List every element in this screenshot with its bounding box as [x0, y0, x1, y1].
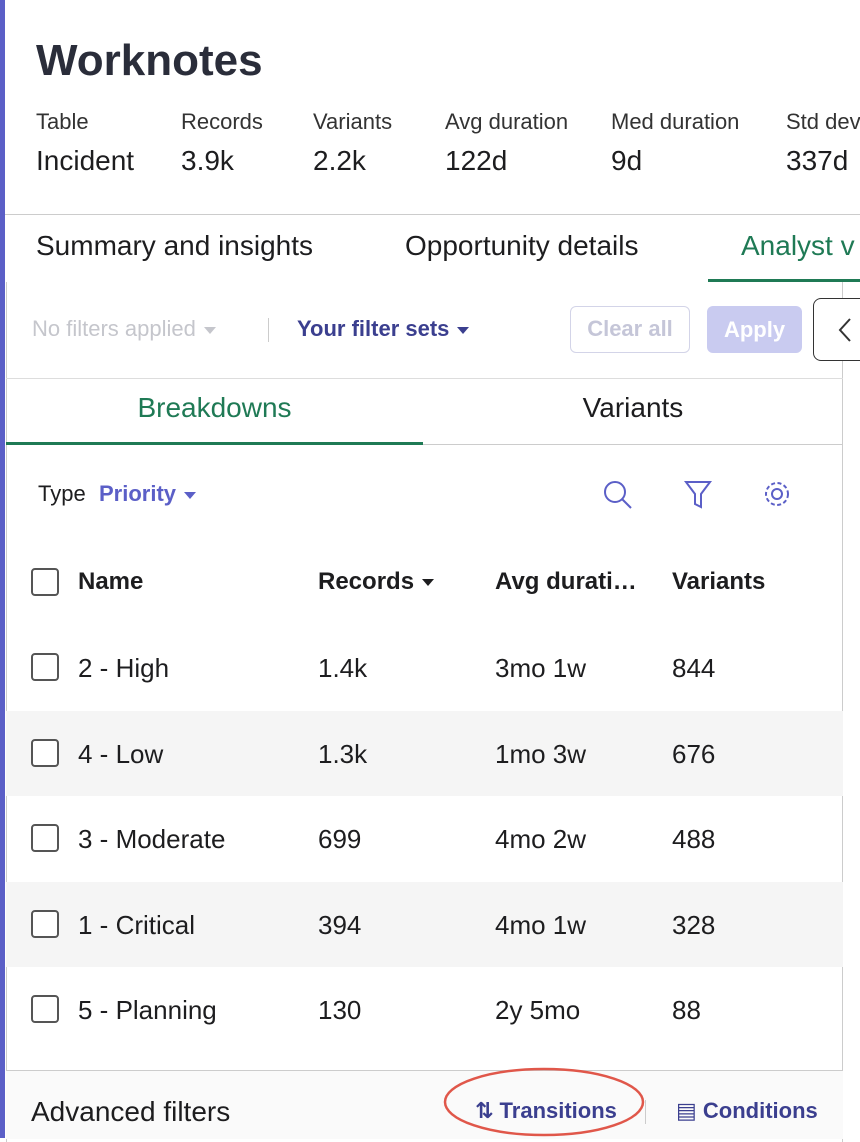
- checkbox[interactable]: [31, 653, 59, 681]
- side-accent: [0, 0, 5, 1138]
- stat-value: 122d: [445, 145, 508, 176]
- stat-value: 337d: [786, 145, 849, 176]
- tab[interactable]: Analyst v: [741, 230, 855, 261]
- checkbox[interactable]: [31, 738, 59, 767]
- highlight-ellipse: [443, 1067, 645, 1137]
- cell: 4mo 1w: [495, 909, 587, 940]
- search-icon[interactable]: [604, 481, 632, 509]
- conditions-button[interactable]: ▤ Conditions: [676, 1098, 818, 1123]
- cell: 844: [672, 653, 716, 683]
- checkbox[interactable]: [31, 909, 59, 938]
- filter-sets[interactable]: Your filter sets: [297, 316, 470, 342]
- checkbox[interactable]: [31, 824, 59, 852]
- row-stripe: [6, 881, 843, 967]
- stat-value: 9d: [611, 145, 643, 176]
- cell: 88: [672, 995, 701, 1025]
- subtab-breakdowns[interactable]: Breakdowns: [137, 392, 292, 423]
- cell: 4 - Low: [78, 738, 164, 769]
- stat-value: 3.9k: [181, 145, 234, 176]
- cell: 3mo 1w: [495, 653, 587, 683]
- stat-label: Avg duration: [445, 109, 569, 134]
- footer: [6, 1070, 843, 1139]
- cell: 328: [672, 909, 716, 940]
- column-header[interactable]: Records: [318, 568, 435, 596]
- cell: 3 - Moderate: [78, 824, 226, 854]
- conditions-text: Conditions: [702, 1098, 818, 1123]
- cell: 130: [318, 995, 362, 1025]
- type-label: Type: [38, 481, 86, 506]
- filter-divider: [6, 378, 843, 379]
- no-filters[interactable]: No filters applied: [32, 316, 216, 342]
- transitions-button[interactable]: ⇅ Transitions: [475, 1098, 617, 1123]
- column-header[interactable]: Avg durati…: [495, 568, 637, 595]
- subtab-underline: [6, 442, 423, 445]
- filter-icon[interactable]: [684, 481, 712, 509]
- column-header[interactable]: Name: [78, 568, 144, 595]
- cell: 676: [672, 738, 716, 769]
- divider: [5, 214, 860, 215]
- column-header[interactable]: Variants: [672, 568, 766, 595]
- toolbar-icons: [604, 481, 789, 509]
- stat-label: Med duration: [611, 109, 740, 134]
- cell: 1.4k: [318, 653, 368, 683]
- cell: 1mo 3w: [495, 738, 587, 769]
- transitions-text: Transitions: [499, 1098, 617, 1123]
- apply-button[interactable]: Apply: [707, 306, 802, 353]
- tab[interactable]: Summary and insights: [36, 230, 314, 261]
- settings-icon[interactable]: [765, 482, 789, 506]
- sort-icon: [422, 579, 435, 587]
- separator: [268, 318, 269, 342]
- footer-title: Advanced filters: [31, 1096, 231, 1127]
- cell: 1.3k: [318, 738, 368, 769]
- stat-label: Variants: [313, 109, 393, 134]
- type-value: Priority: [99, 481, 177, 506]
- cell: 488: [672, 824, 716, 854]
- separator: [645, 1100, 646, 1124]
- stat-label: Records: [181, 109, 263, 134]
- filter-sets-text: Your filter sets: [297, 316, 450, 341]
- stat-value: Incident: [36, 145, 135, 176]
- no-filters-text: No filters applied: [32, 316, 196, 341]
- checkbox[interactable]: [31, 568, 59, 596]
- clear-all-button[interactable]: Clear all: [570, 306, 690, 353]
- checkbox[interactable]: [31, 995, 59, 1023]
- subtab-line: [6, 444, 843, 445]
- row-stripe: [6, 710, 843, 796]
- page-title: Worknotes: [36, 36, 263, 85]
- subtab-variants[interactable]: Variants: [582, 392, 684, 423]
- cell: 2 - High: [78, 653, 170, 683]
- tab[interactable]: Opportunity details: [405, 230, 639, 261]
- cell: 4mo 2w: [495, 824, 587, 854]
- chevron-icon: [838, 318, 851, 342]
- collapse-button[interactable]: [813, 298, 860, 361]
- stat-label: Std dev: [786, 109, 860, 134]
- type-dropdown[interactable]: Priority: [99, 481, 197, 507]
- cell: 394: [318, 909, 362, 940]
- cell: 1 - Critical: [78, 909, 196, 940]
- cell: 5 - Planning: [78, 995, 217, 1025]
- stat-label: Table: [36, 109, 89, 134]
- cell: 699: [318, 824, 362, 854]
- cell: 2y 5mo: [495, 995, 581, 1025]
- active-tab-underline: [708, 279, 860, 282]
- stat-value: 2.2k: [313, 145, 366, 176]
